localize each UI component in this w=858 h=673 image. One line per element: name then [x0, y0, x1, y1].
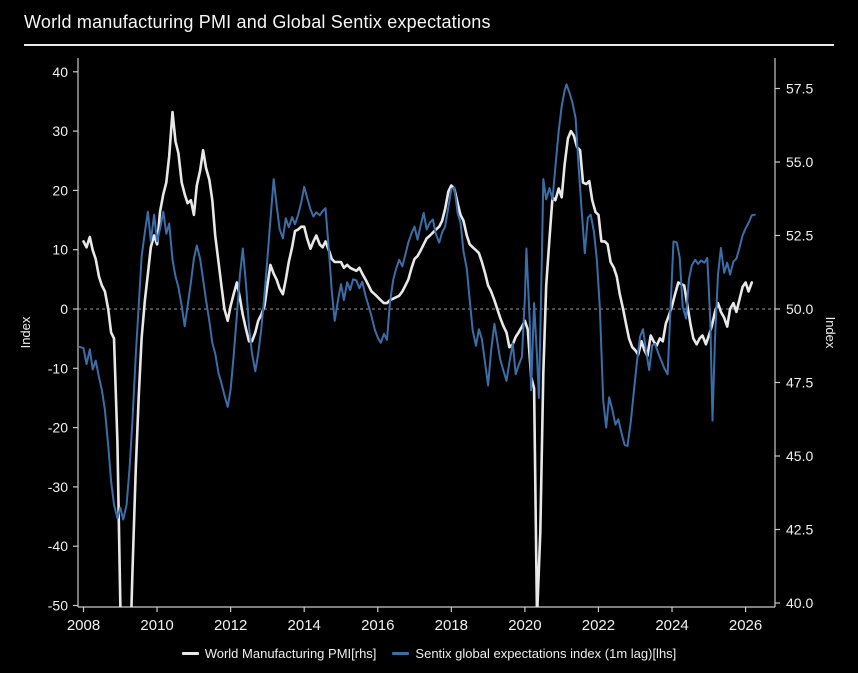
left-axis-tick-label: 30	[52, 123, 68, 139]
x-axis-tick-label: 2016	[361, 617, 394, 634]
left-axis-tick-label: -10	[48, 360, 68, 376]
left-axis-tick-label: 20	[52, 182, 68, 198]
right-axis-tick-label: 52.5	[786, 228, 813, 244]
right-axis-tick-label: 55.0	[786, 154, 813, 170]
legend-item-sentix: Sentix global expectations index (1m lag…	[392, 646, 676, 661]
right-axis-tick-label: 42.5	[786, 522, 813, 538]
x-axis-tick-label: 2026	[729, 617, 762, 634]
x-axis-tick-label: 2022	[582, 617, 615, 634]
left-axis-tick-label: -20	[48, 420, 68, 436]
x-axis-tick-label: 2020	[508, 617, 541, 634]
chart-legend: World Manufacturing PMI[rhs] Sentix glob…	[0, 646, 858, 661]
line-chart: 403020100-10-20-30-40-5057.555.052.550.0…	[18, 58, 838, 634]
left-axis-tick-label: 10	[52, 242, 68, 258]
left-axis-tick-label: -40	[48, 538, 68, 554]
sentix-legend-label: Sentix global expectations index (1m lag…	[415, 646, 677, 661]
x-axis-tick-label: 2024	[655, 617, 688, 634]
page-title: World manufacturing PMI and Global Senti…	[24, 12, 491, 32]
left-axis-tick-label: -30	[48, 479, 68, 495]
legend-item-pmi: World Manufacturing PMI[rhs]	[181, 646, 377, 661]
left-axis-tick-label: 0	[60, 301, 68, 317]
series-line-pmi	[82, 110, 754, 607]
title-underline	[24, 44, 834, 46]
right-axis-tick-label: 40.0	[786, 595, 813, 611]
pmi-line-swatch	[181, 652, 199, 655]
right-axis-tick-label: 47.5	[786, 375, 813, 391]
x-axis-tick-label: 2012	[214, 617, 247, 634]
x-axis-tick-label: 2014	[288, 617, 321, 634]
series-line-sentix	[78, 83, 756, 521]
right-axis-title: Index	[823, 317, 838, 349]
x-axis-tick-label: 2018	[435, 617, 468, 634]
right-axis-tick-label: 50.0	[786, 301, 813, 317]
x-axis-tick-label: 2008	[67, 617, 100, 634]
left-axis-tick-label: 40	[52, 64, 68, 80]
sentix-line-swatch	[392, 652, 410, 655]
right-axis-tick-label: 57.5	[786, 81, 813, 97]
right-axis-tick-label: 45.0	[786, 448, 813, 464]
left-axis-title: Index	[18, 316, 33, 348]
x-axis-tick-label: 2010	[140, 617, 173, 634]
left-axis-tick-label: -50	[48, 598, 68, 614]
pmi-legend-label: World Manufacturing PMI[rhs]	[204, 646, 377, 661]
